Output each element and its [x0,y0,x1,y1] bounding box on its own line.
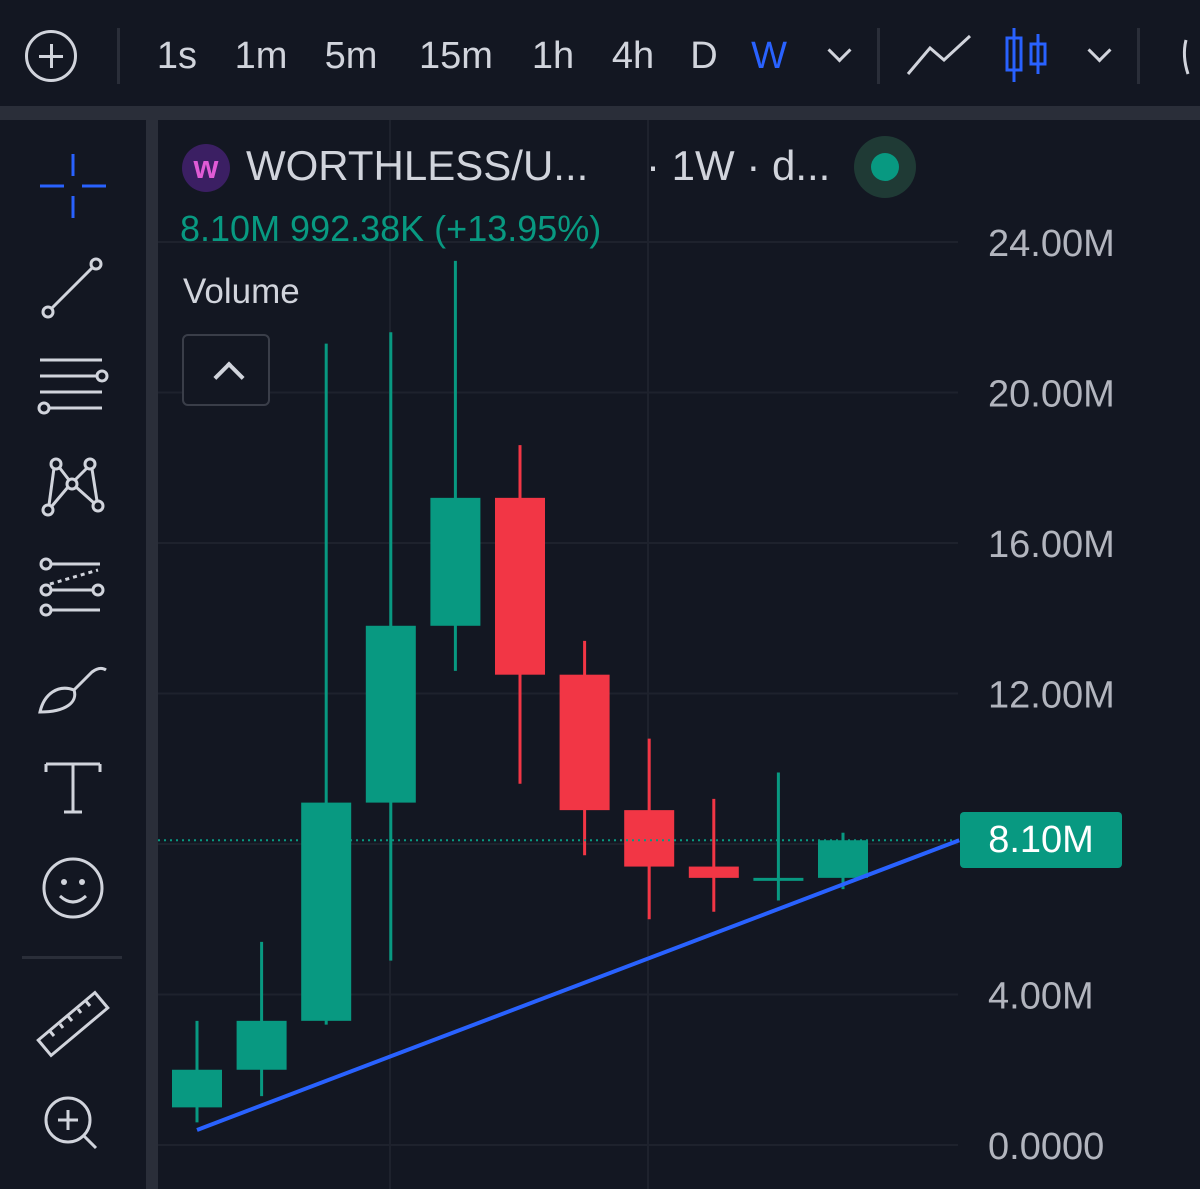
y-tick-label: 0.0000 [988,1126,1104,1168]
symbol-title[interactable]: WORTHLESS/U... [246,142,589,189]
y-tick-label: 20.00M [988,374,1115,416]
brush-icon[interactable] [30,650,116,736]
candle-body[interactable] [430,497,481,626]
y-tick-label: 16.00M [988,524,1115,566]
candle-body[interactable] [365,625,416,803]
market-open-dot-icon [871,153,899,181]
y-tick-label: 12.00M [988,675,1115,717]
candle-body[interactable] [301,802,352,1021]
timeframe-4h[interactable]: 4h [611,35,655,77]
candle-body[interactable] [172,1069,222,1108]
pattern-icon[interactable] [30,450,116,536]
sidebar-divider [22,956,122,959]
timeframe-5m[interactable]: 5m [324,35,378,77]
toolbar-divider [1137,28,1140,84]
candle-body[interactable] [495,497,545,675]
indicators-icon[interactable] [1180,36,1200,78]
collapse-indicators-button[interactable] [182,334,270,406]
prediction-icon[interactable] [30,550,116,636]
toolbar-divider [877,28,880,84]
drawing-toolbar [0,120,146,1189]
toolbar-divider [117,28,120,84]
timeframe-1m[interactable]: 1m [234,35,288,77]
timeframe-W[interactable]: W [751,35,787,77]
candle-body[interactable] [559,674,610,811]
candle-body[interactable] [236,1020,287,1070]
timeframe-1s[interactable]: 1s [156,35,198,77]
crosshair-icon[interactable] [30,150,116,236]
market-status-indicator[interactable] [854,136,916,198]
timeframe-1h[interactable]: 1h [531,35,575,77]
indicator-label-volume[interactable]: Volume [183,272,300,311]
timeframe-D[interactable]: D [690,35,718,77]
line-chart-type-icon[interactable] [904,32,974,78]
chart-type-dropdown-chevron-icon[interactable] [1087,38,1112,63]
timeframe-dropdown-chevron-icon[interactable] [827,38,852,63]
top-toolbar: 1s 1m 5m 15m 1h 4h D W [0,0,1200,106]
candle-body[interactable] [688,866,739,878]
sidebar-border [146,120,158,1189]
candles-chart-type-icon[interactable] [1002,26,1052,84]
timeframe-15m[interactable]: 15m [419,35,493,77]
chart-pane[interactable]: 0.0000 4.00M 12.00M 16.00M 20.00M 24.00M [158,120,1200,1189]
legend-values: 8.10M 992.38K (+13.95%) [180,208,602,249]
symbol-interval-exchange[interactable]: · 1W · d... [646,142,831,189]
y-tick-label: 4.00M [988,976,1094,1018]
fib-retracement-icon[interactable] [30,350,116,436]
candlestick-chart[interactable]: 0.0000 4.00M 12.00M 16.00M 20.00M 24.00M [158,120,1200,1189]
y-tick-label: 24.00M [988,223,1115,265]
trend-line-icon[interactable] [30,250,116,336]
add-symbol-icon[interactable] [25,30,77,82]
chevron-up-icon [213,361,245,393]
last-price-badge: 8.10M [960,812,1122,868]
symbol-logo: w [182,144,230,192]
candle-body[interactable] [624,810,675,867]
candle-body[interactable] [753,877,804,881]
text-icon[interactable] [30,750,116,836]
candle-body[interactable] [818,840,868,878]
toolbar-border [0,106,1200,120]
zoom-in-icon[interactable] [30,1084,116,1170]
logo-letter: w [193,149,219,185]
trend-line[interactable] [196,838,960,1132]
emoji-icon[interactable] [30,848,116,934]
ruler-icon[interactable] [30,984,116,1070]
